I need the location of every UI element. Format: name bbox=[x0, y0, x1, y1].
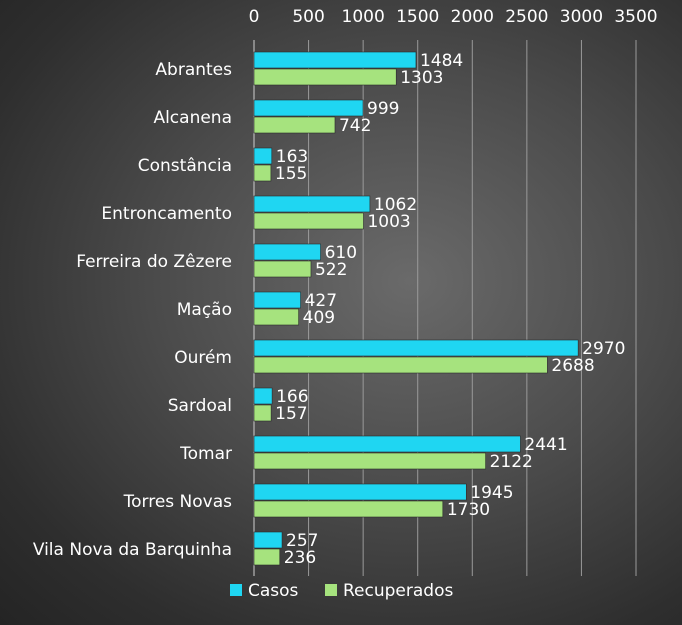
data-label-recuperados: 157 bbox=[275, 404, 307, 424]
bar-recuperados-4 bbox=[253, 260, 312, 278]
bar-casos-0 bbox=[253, 51, 417, 69]
bar-recuperados-1 bbox=[253, 116, 336, 134]
data-label-casos: 1484 bbox=[420, 51, 463, 71]
data-label-recuperados: 522 bbox=[315, 260, 347, 280]
bar-casos-5 bbox=[253, 291, 301, 309]
x-tick-label: 500 bbox=[292, 7, 324, 27]
bar-recuperados-6 bbox=[253, 356, 548, 374]
category-label: Mação bbox=[177, 300, 232, 320]
category-label: Entroncamento bbox=[101, 204, 232, 224]
category-label: Vila Nova da Barquinha bbox=[33, 540, 232, 560]
x-tick-label: 1000 bbox=[342, 7, 385, 27]
category-label: Tomar bbox=[179, 444, 232, 464]
legend-swatch-recuperados bbox=[325, 584, 337, 596]
legend-label-casos: Casos bbox=[248, 581, 299, 601]
bar-casos-2 bbox=[253, 147, 273, 165]
x-tick-label: 2500 bbox=[505, 7, 548, 27]
category-label: Ourém bbox=[174, 348, 232, 368]
bar-casos-7 bbox=[253, 387, 273, 405]
legend-swatch-casos bbox=[230, 584, 242, 596]
bar-casos-1 bbox=[253, 99, 364, 117]
data-label-casos: 257 bbox=[286, 531, 318, 551]
bar-casos-8 bbox=[253, 435, 521, 453]
bar-casos-3 bbox=[253, 195, 371, 213]
bar-recuperados-5 bbox=[253, 308, 299, 326]
data-label-recuperados: 742 bbox=[339, 116, 371, 136]
category-label: Alcanena bbox=[153, 108, 232, 128]
bar-recuperados-0 bbox=[253, 68, 397, 86]
bar-casos-9 bbox=[253, 483, 467, 501]
category-label: Torres Novas bbox=[123, 492, 233, 512]
data-label-casos: 999 bbox=[367, 99, 399, 119]
x-axis-ticks: 0 500 1000 1500 2000 2500 3000 3500 bbox=[249, 7, 658, 27]
data-label-casos: 2970 bbox=[582, 339, 625, 359]
bar-casos-6 bbox=[253, 339, 579, 357]
data-label-recuperados: 409 bbox=[303, 308, 335, 328]
x-tick-label: 2000 bbox=[451, 7, 494, 27]
data-label-casos: 610 bbox=[325, 243, 357, 263]
bar-recuperados-3 bbox=[253, 212, 364, 230]
bar-recuperados-10 bbox=[253, 548, 281, 566]
bars bbox=[253, 51, 579, 566]
data-label-casos: 166 bbox=[276, 387, 308, 407]
category-label: Abrantes bbox=[155, 60, 232, 80]
data-label-recuperados: 1303 bbox=[400, 68, 443, 88]
category-label: Ferreira do Zêzere bbox=[76, 252, 232, 272]
legend: Casos Recuperados bbox=[230, 581, 453, 601]
category-label: Constância bbox=[138, 156, 232, 176]
data-label-casos: 427 bbox=[305, 291, 337, 311]
data-label-casos: 1945 bbox=[470, 483, 513, 503]
bar-recuperados-8 bbox=[253, 452, 486, 470]
data-label-recuperados: 2122 bbox=[490, 452, 533, 472]
bar-casos-4 bbox=[253, 243, 321, 261]
data-label-casos: 163 bbox=[276, 147, 308, 167]
bar-recuperados-2 bbox=[253, 164, 272, 182]
data-label-recuperados: 1003 bbox=[367, 212, 410, 232]
bar-casos-10 bbox=[253, 531, 283, 549]
bar-recuperados-9 bbox=[253, 500, 444, 518]
data-label-recuperados: 1730 bbox=[447, 500, 490, 520]
x-tick-label: 3500 bbox=[614, 7, 657, 27]
data-label-recuperados: 236 bbox=[284, 548, 316, 568]
category-label: Sardoal bbox=[168, 396, 232, 416]
x-tick-label: 0 bbox=[249, 7, 260, 27]
bar-recuperados-7 bbox=[253, 404, 272, 422]
grid-lines bbox=[253, 40, 637, 576]
data-label-casos: 1062 bbox=[374, 195, 417, 215]
x-tick-label: 1500 bbox=[396, 7, 439, 27]
data-label-casos: 2441 bbox=[524, 435, 567, 455]
x-tick-label: 3000 bbox=[560, 7, 603, 27]
data-label-recuperados: 155 bbox=[275, 164, 307, 184]
data-label-recuperados: 2688 bbox=[551, 356, 594, 376]
category-labels: Abrantes Alcanena Constância Entroncamento F… bbox=[33, 60, 232, 560]
legend-label-recuperados: Recuperados bbox=[343, 581, 453, 601]
